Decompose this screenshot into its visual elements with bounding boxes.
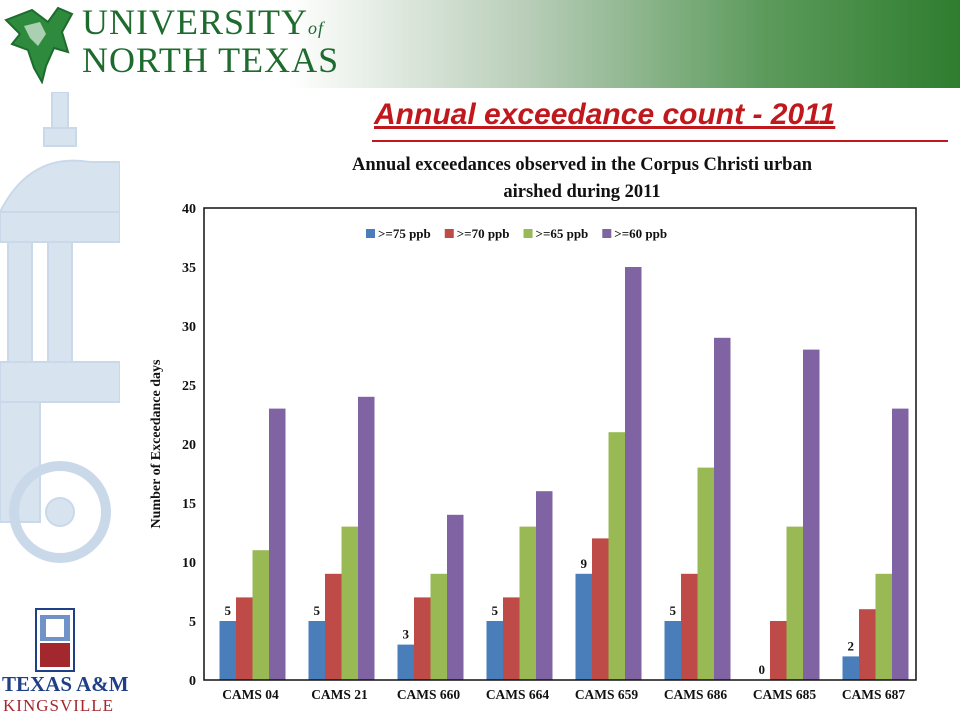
university-text: UNIVERSITY xyxy=(82,2,308,42)
bar-3 xyxy=(786,526,803,680)
legend-swatch xyxy=(444,229,454,238)
x-category-label: CAMS 687 xyxy=(842,687,906,702)
bar-4 xyxy=(447,514,464,680)
bar-3 xyxy=(608,432,625,680)
bar-2 xyxy=(681,573,698,680)
bar-2 xyxy=(592,538,609,680)
y-axis-title: Number of Exceedance days xyxy=(149,359,164,528)
y-tick-label: 30 xyxy=(182,320,196,335)
y-tick-label: 40 xyxy=(182,202,196,217)
bar-1 xyxy=(842,656,859,680)
bar-4 xyxy=(892,408,909,680)
bar-value-label: 2 xyxy=(848,638,855,653)
bar-1 xyxy=(397,644,414,680)
bar-3 xyxy=(875,573,892,680)
bar-4 xyxy=(625,267,642,680)
header-band xyxy=(0,0,960,88)
legend-label: >=75 ppb xyxy=(378,226,431,241)
bar-value-label: 5 xyxy=(492,603,499,618)
y-tick-label: 35 xyxy=(182,261,196,276)
chart-title-line-1: Annual exceedances observed in the Corpu… xyxy=(352,155,812,175)
legend-swatch xyxy=(523,229,533,238)
legend: >=75 ppb >=70 ppb >=65 ppb >=60 ppb xyxy=(366,226,667,241)
legend-swatch xyxy=(366,229,375,238)
bar-3 xyxy=(252,550,269,680)
bar-value-label: 5 xyxy=(314,603,321,618)
data-labels: 5 5 3 5 9 5 0 2 xyxy=(225,556,855,677)
bar-4 xyxy=(803,349,820,680)
unt-eagle-logo xyxy=(4,6,74,84)
bar-2 xyxy=(414,597,431,680)
tamuk-campus-text: KINGSVILLE xyxy=(3,696,115,715)
chart-title-line-2: airshed during 2011 xyxy=(503,182,661,202)
chart-title: Annual exceedances observed in the Corpu… xyxy=(262,152,902,206)
bar-3 xyxy=(430,573,447,680)
x-category-label: CAMS 659 xyxy=(575,687,639,702)
y-tick-label: 15 xyxy=(182,497,196,512)
y-tick-label: 25 xyxy=(182,379,196,394)
bar-4 xyxy=(714,337,731,680)
legend-label: >=70 ppb xyxy=(457,226,510,241)
bar-value-label: 0 xyxy=(759,662,766,677)
slide-title: Annual exceedance count - 2011 xyxy=(374,98,836,131)
bar-3 xyxy=(519,526,536,680)
bar-3 xyxy=(341,526,358,680)
university-of-text: of xyxy=(307,18,324,38)
tamuk-name-text: TEXAS A&M xyxy=(2,672,129,696)
bar-2 xyxy=(325,573,342,680)
title-underline-rule xyxy=(372,140,948,142)
x-category-label: CAMS 685 xyxy=(753,687,817,702)
bar-1 xyxy=(219,621,236,680)
bar-value-label: 9 xyxy=(581,556,588,571)
bar-1 xyxy=(575,573,592,680)
y-tick-label: 0 xyxy=(189,674,196,689)
bar-4 xyxy=(536,491,553,680)
bar-4 xyxy=(269,408,286,680)
bar-value-label: 5 xyxy=(670,603,677,618)
x-category-label: CAMS 664 xyxy=(486,687,550,702)
building-watermark xyxy=(0,92,120,563)
y-tick-label: 20 xyxy=(182,438,196,453)
bar-1 xyxy=(308,621,325,680)
bar-value-label: 5 xyxy=(225,603,232,618)
y-tick-label: 5 xyxy=(189,615,196,630)
unt-wordmark: UNIVERSITYof NORTH TEXAS xyxy=(82,4,339,78)
legend-swatch xyxy=(602,229,612,238)
bar-2 xyxy=(859,609,876,680)
x-category-label: CAMS 660 xyxy=(397,687,461,702)
y-tick-label: 10 xyxy=(182,556,196,571)
bar-4 xyxy=(358,396,375,680)
bar-3 xyxy=(697,467,714,680)
bar-value-label: 3 xyxy=(403,627,410,642)
north-texas-text: NORTH TEXAS xyxy=(82,40,340,80)
bar-2 xyxy=(503,597,520,680)
bar-2 xyxy=(770,621,787,680)
bar-2 xyxy=(236,597,253,680)
x-category-label: CAMS 04 xyxy=(222,687,279,702)
x-category-label: CAMS 686 xyxy=(664,687,728,702)
tamuk-seal-logo xyxy=(35,608,75,672)
legend-label: >=65 ppb xyxy=(536,226,589,241)
bar-1 xyxy=(486,621,503,680)
x-category-label: CAMS 21 xyxy=(311,687,368,702)
bar-1 xyxy=(664,621,681,680)
bars xyxy=(219,267,909,680)
legend-label: >=60 ppb xyxy=(614,226,667,241)
plot-area-border xyxy=(203,207,917,681)
